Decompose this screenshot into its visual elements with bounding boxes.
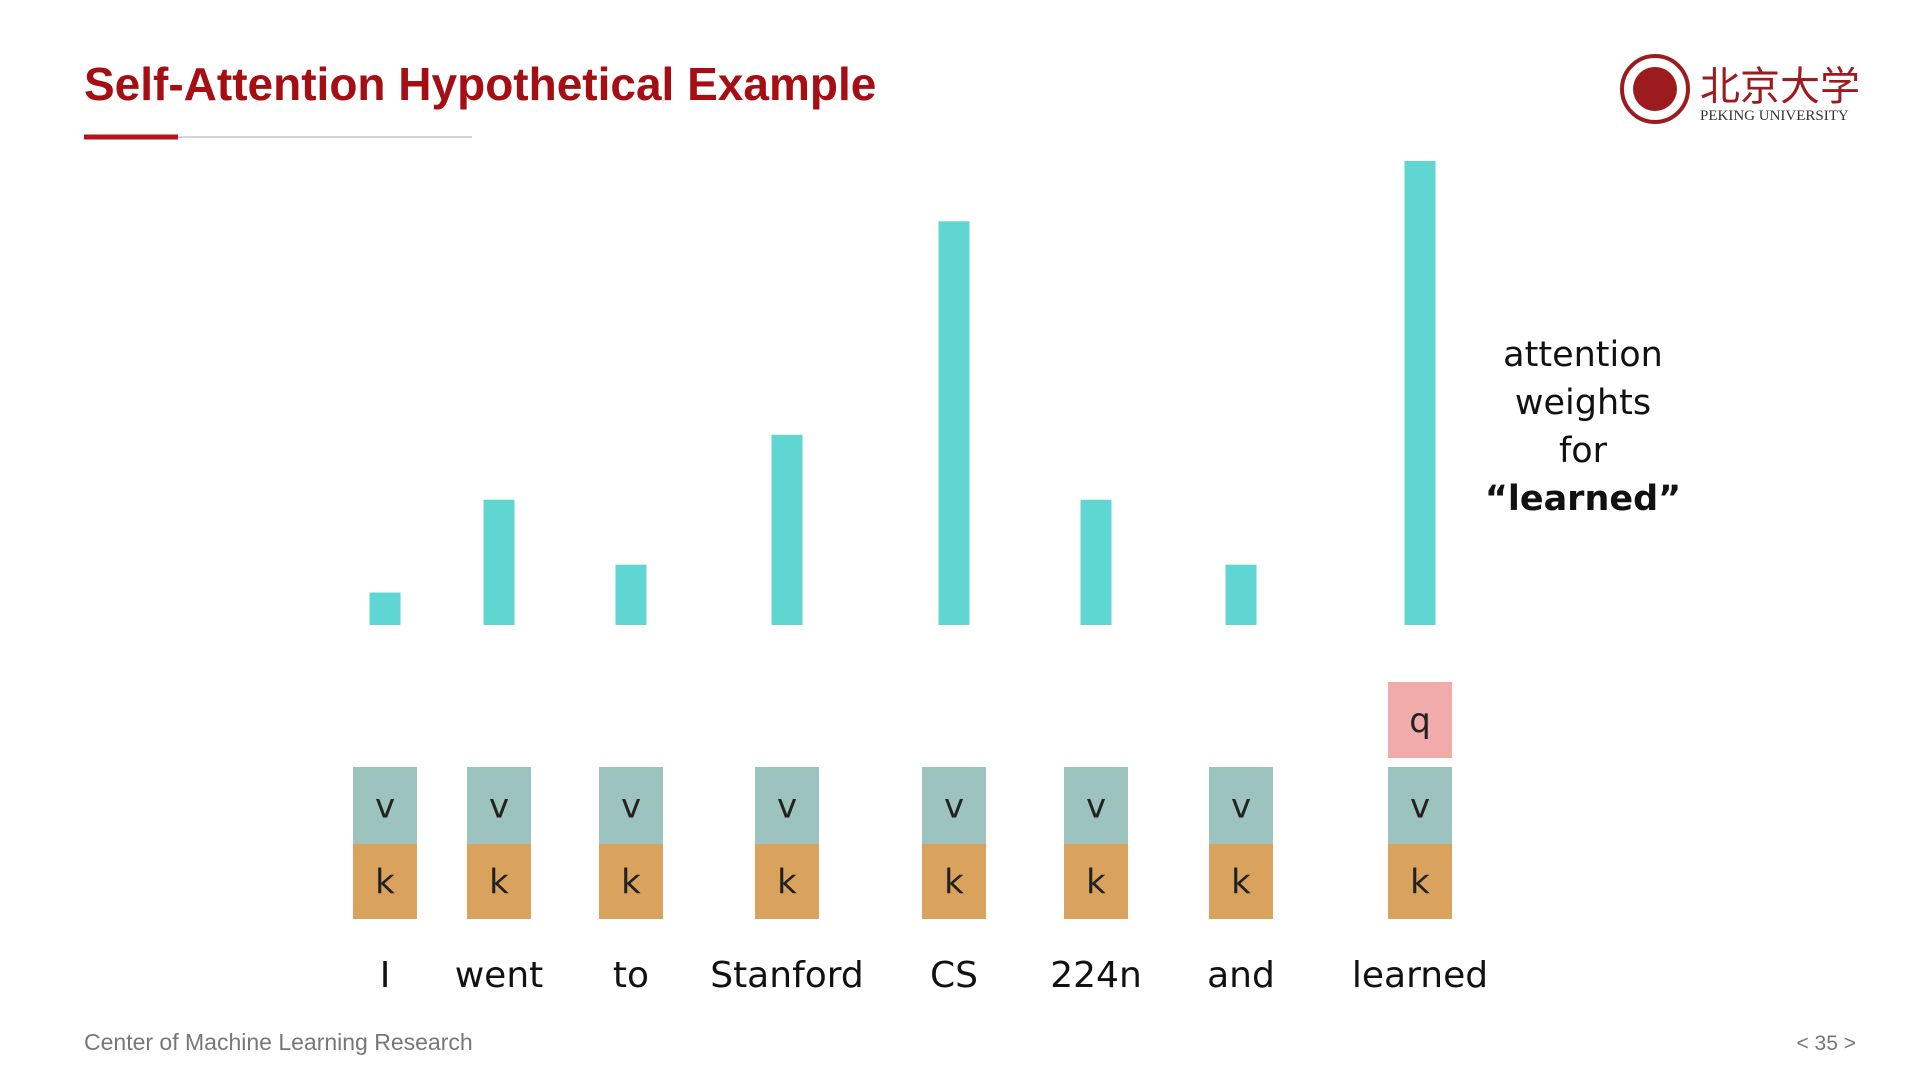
value-box-label: v: [1410, 787, 1430, 827]
key-box-label: k: [1231, 863, 1251, 903]
word-label: and: [1207, 955, 1275, 996]
bar: [1404, 161, 1436, 625]
attention-chart: vkIvkwentvktovkStanfordvkCSvk224nvkandvk…: [353, 161, 1681, 996]
value-box: [922, 767, 986, 844]
logo-name: 北京大学: [1700, 64, 1860, 110]
query-box-label: q: [1409, 701, 1431, 741]
key-box: [1388, 844, 1452, 919]
word-label: CS: [930, 955, 978, 996]
value-box: [1388, 767, 1452, 844]
logo: 北京大学 PEKING UNIVERSITY: [1620, 54, 1860, 124]
annotation-line: weights: [1515, 383, 1651, 423]
value-box: [1064, 767, 1128, 844]
key-box: [353, 844, 417, 919]
slide-title: Self-Attention Hypothetical Example: [84, 58, 876, 110]
value-box: [467, 767, 531, 844]
value-box: [755, 767, 819, 844]
value-box-label: v: [1231, 787, 1251, 827]
value-box-label: v: [777, 787, 797, 827]
key-box-label: k: [1086, 863, 1106, 903]
key-box-label: k: [621, 863, 641, 903]
key-box-label: k: [375, 863, 395, 903]
key-box-label: k: [777, 863, 797, 903]
word-label: I: [380, 955, 391, 996]
word-label: Stanford: [710, 955, 864, 996]
word-label: went: [455, 955, 544, 996]
value-box: [353, 767, 417, 844]
value-box-label: v: [489, 787, 509, 827]
query-box: [1388, 682, 1452, 758]
key-box: [1064, 844, 1128, 919]
bar: [483, 499, 515, 625]
key-box: [599, 844, 663, 919]
bar: [938, 221, 970, 625]
value-box-label: v: [1086, 787, 1106, 827]
key-box: [922, 844, 986, 919]
word-label: to: [613, 955, 649, 996]
logo-english: PEKING UNIVERSITY: [1700, 108, 1849, 124]
bar: [1080, 499, 1112, 625]
annotation-line: “learned”: [1485, 479, 1681, 519]
value-box-label: v: [944, 787, 964, 827]
logo-seal-core: [1633, 67, 1677, 111]
logo-seal: [1620, 54, 1690, 124]
key-box-label: k: [489, 863, 509, 903]
value-box-label: v: [375, 787, 395, 827]
value-box-label: v: [621, 787, 641, 827]
bar: [369, 592, 401, 625]
word-label: 224n: [1050, 955, 1142, 996]
value-box: [599, 767, 663, 844]
footer: Center of Machine Learning Research: [84, 1029, 473, 1055]
annotation-line: attention: [1503, 335, 1663, 375]
key-box-label: k: [1410, 863, 1430, 903]
key-box-label: k: [944, 863, 964, 903]
bar: [771, 434, 803, 625]
word-label: learned: [1352, 955, 1488, 996]
key-box: [755, 844, 819, 919]
annotation-line: for: [1559, 431, 1608, 471]
bar: [1225, 564, 1257, 625]
key-box: [467, 844, 531, 919]
bar: [615, 564, 647, 625]
value-box: [1209, 767, 1273, 844]
key-box: [1209, 844, 1273, 919]
page-number: < 35 >: [1796, 1032, 1856, 1055]
